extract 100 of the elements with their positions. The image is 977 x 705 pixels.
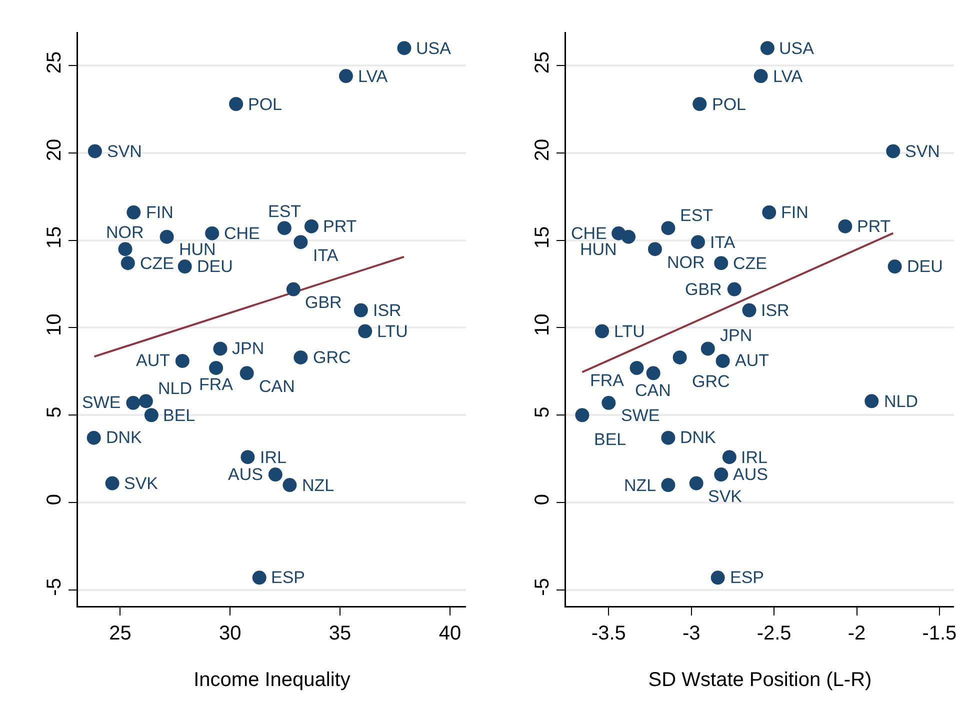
point xyxy=(277,221,292,236)
data-label: FRA xyxy=(590,371,625,390)
x-axis-title: Income Inequality xyxy=(194,668,350,691)
y-tick-label: 20 xyxy=(44,138,66,162)
point xyxy=(595,324,610,338)
data-label: JPN xyxy=(232,339,264,358)
point xyxy=(661,478,676,492)
y-tick-label: 0 xyxy=(532,494,554,506)
data-label: LTU xyxy=(377,322,408,341)
point xyxy=(630,360,644,375)
point xyxy=(354,303,368,318)
data-label: ITA xyxy=(710,233,736,252)
point xyxy=(661,430,676,445)
data-label: NLD xyxy=(884,392,918,411)
point xyxy=(88,144,102,158)
point xyxy=(575,408,590,422)
point xyxy=(742,303,756,318)
data-label: NOR xyxy=(667,253,705,272)
y-tick-label: -5 xyxy=(532,578,554,596)
y-tick-label: 25 xyxy=(44,51,66,74)
point xyxy=(760,41,774,56)
data-label: LTU xyxy=(614,322,645,341)
data-label: LVA xyxy=(358,67,388,86)
data-label: JPN xyxy=(720,326,752,345)
point xyxy=(710,570,725,585)
y-tick-label: 5 xyxy=(44,406,66,418)
data-label: AUT xyxy=(735,351,769,370)
data-label: HUN xyxy=(179,240,216,259)
point xyxy=(888,260,902,274)
x-tick-label: -1.5 xyxy=(922,622,957,644)
data-label: SVK xyxy=(708,487,743,506)
point xyxy=(700,342,715,356)
data-label: GRC xyxy=(313,348,351,367)
data-label: FIN xyxy=(146,203,174,222)
data-label: ESP xyxy=(271,568,306,587)
data-label: FRA xyxy=(199,375,234,394)
data-label: SVK xyxy=(124,474,159,493)
data-label: AUT xyxy=(136,351,170,370)
data-label: LVA xyxy=(773,67,804,86)
data-label: BEL xyxy=(163,406,196,425)
point xyxy=(838,219,852,234)
point xyxy=(175,354,190,368)
point xyxy=(86,430,101,445)
point xyxy=(754,69,768,84)
point xyxy=(716,354,730,368)
x-tick-label: 30 xyxy=(218,622,242,644)
point xyxy=(240,450,255,464)
y-tick-label: 15 xyxy=(532,226,554,248)
data-label: ISR xyxy=(761,301,790,320)
data-label: CZE xyxy=(140,254,174,273)
data-label: PRT xyxy=(323,217,357,236)
x-tick-label: -3.5 xyxy=(591,622,626,644)
point xyxy=(727,282,742,296)
data-label: GBR xyxy=(305,293,342,312)
point xyxy=(886,144,900,158)
point xyxy=(126,396,140,410)
point xyxy=(358,324,372,338)
point xyxy=(646,366,660,380)
point xyxy=(120,256,135,270)
y-tick-label: 20 xyxy=(532,138,554,162)
point xyxy=(714,468,728,482)
data-label: SVN xyxy=(905,142,940,161)
data-label: NZL xyxy=(302,476,334,495)
data-label: BEL xyxy=(594,430,626,449)
data-label: SVN xyxy=(107,142,142,161)
data-label: ISR xyxy=(373,301,402,320)
data-label: ESP xyxy=(730,568,764,587)
data-label: EST xyxy=(680,206,714,225)
point xyxy=(661,221,676,236)
data-label: GBR xyxy=(685,280,722,299)
point xyxy=(205,226,220,240)
data-label: FIN xyxy=(781,203,808,222)
data-label: CAN xyxy=(635,381,671,400)
data-label: DEU xyxy=(907,257,943,276)
x-tick-label: -3 xyxy=(682,622,700,644)
data-label: SWE xyxy=(82,393,121,412)
x-tick-label: 25 xyxy=(109,622,132,644)
point xyxy=(722,450,736,464)
point xyxy=(648,242,662,256)
data-label: AUS xyxy=(733,465,768,484)
y-tick-label: 10 xyxy=(532,314,554,336)
data-label: POL xyxy=(712,95,746,114)
point xyxy=(294,350,308,364)
data-label: CAN xyxy=(259,377,295,396)
point xyxy=(178,260,192,274)
y-tick-label: -5 xyxy=(44,578,66,596)
data-label: NLD xyxy=(158,379,192,398)
data-label: POL xyxy=(248,95,282,114)
data-label: NOR xyxy=(106,223,144,242)
point xyxy=(268,468,282,482)
point xyxy=(126,205,141,220)
point xyxy=(118,242,132,256)
data-label: CHE xyxy=(571,224,607,243)
data-label: NZL xyxy=(624,476,656,495)
point xyxy=(672,350,687,364)
point xyxy=(714,256,728,270)
point xyxy=(689,476,704,490)
point xyxy=(286,282,300,296)
x-tick-label: 40 xyxy=(438,622,462,644)
x-tick-label: -2.5 xyxy=(756,622,792,644)
